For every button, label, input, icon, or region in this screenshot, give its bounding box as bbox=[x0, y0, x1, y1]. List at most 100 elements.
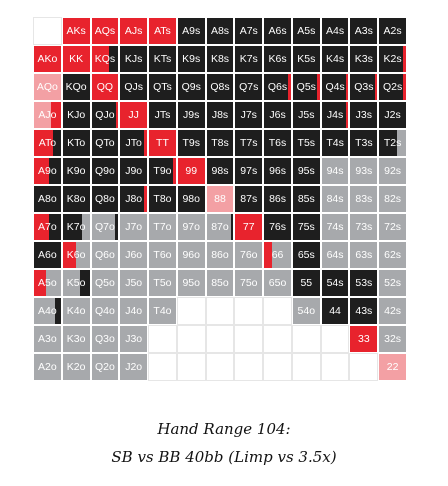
hand-label: J3s bbox=[355, 109, 372, 121]
hand-cell: KK bbox=[61, 45, 91, 73]
hand-label: ATo bbox=[38, 137, 57, 149]
hand-cell: AKo bbox=[33, 45, 62, 73]
hand-cell: QTs bbox=[148, 73, 177, 101]
hand-cell: T5o bbox=[148, 269, 177, 297]
hand-label: 86o bbox=[211, 249, 229, 261]
hand-cell: K9s bbox=[176, 45, 206, 73]
hand-cell: J2s bbox=[378, 101, 407, 129]
hand-cell: 98s bbox=[205, 157, 235, 185]
hand-label: 32s bbox=[384, 333, 402, 345]
hand-cell: KTs bbox=[148, 45, 177, 73]
hand-label: 65o bbox=[268, 277, 287, 289]
hand-label: T7o bbox=[153, 221, 172, 233]
hand-label: K9s bbox=[182, 53, 201, 65]
hand-label: A7o bbox=[38, 221, 57, 233]
hand-label: J5s bbox=[298, 109, 315, 121]
hand-cell: Q4s bbox=[320, 73, 350, 101]
hand-label: AJo bbox=[38, 109, 57, 121]
hand-cell: K4o bbox=[61, 297, 91, 325]
hand-label: Q4o bbox=[94, 305, 115, 317]
hand-label: 87o bbox=[211, 221, 229, 233]
hand-cell: JJ bbox=[119, 101, 149, 129]
hand-cell bbox=[148, 325, 177, 353]
hand-cell: A2o bbox=[33, 353, 62, 381]
hand-label: K6o bbox=[66, 249, 86, 261]
hand-label: A6o bbox=[38, 249, 57, 261]
hand-label: Q7s bbox=[239, 81, 259, 93]
hand-label: A5s bbox=[297, 25, 316, 37]
hand-cell: 96s bbox=[263, 157, 292, 185]
hand-cell: 73s bbox=[349, 213, 379, 241]
hand-cell bbox=[263, 325, 292, 353]
caption-subtitle: SB vs BB 40bb (Limp vs 3.5x) bbox=[111, 448, 337, 466]
hand-label: T3s bbox=[355, 137, 373, 149]
hand-label: 42s bbox=[384, 305, 402, 317]
hand-cell: Q7s bbox=[234, 73, 264, 101]
hand-label: 64s bbox=[326, 249, 344, 261]
hand-label: QJo bbox=[95, 109, 115, 121]
hand-label: Q6o bbox=[94, 249, 115, 261]
hand-label: 85s bbox=[297, 193, 315, 205]
hand-cell: 65s bbox=[291, 241, 321, 269]
hand-cell: J7o bbox=[119, 213, 149, 241]
hand-cell: JTo bbox=[119, 129, 149, 157]
hand-label: A9o bbox=[38, 165, 57, 177]
hand-label: K3s bbox=[354, 53, 373, 65]
hand-cell: A4o bbox=[33, 297, 62, 325]
hand-cell bbox=[320, 325, 350, 353]
hand-cell: 32s bbox=[378, 325, 407, 353]
hand-cell: 84s bbox=[320, 185, 350, 213]
hand-label: J7s bbox=[240, 109, 257, 121]
hand-label: KJo bbox=[67, 109, 86, 121]
hand-cell: J6o bbox=[119, 241, 149, 269]
hand-cell: Q7o bbox=[90, 213, 120, 241]
hand-cell bbox=[263, 353, 292, 381]
hand-cell-split bbox=[272, 242, 291, 268]
hand-label: J4s bbox=[326, 109, 344, 121]
hand-label: 76s bbox=[269, 221, 286, 233]
hand-cell: T8o bbox=[148, 185, 177, 213]
hand-cell-split bbox=[48, 214, 61, 240]
hand-cell: 54o bbox=[291, 297, 321, 325]
hand-cell: K4s bbox=[320, 45, 350, 73]
hand-cell-split bbox=[345, 74, 349, 100]
hand-label: 44 bbox=[329, 305, 341, 317]
hand-label: K5o bbox=[66, 277, 86, 289]
hand-label: 33 bbox=[357, 333, 370, 345]
hand-cell: AJo bbox=[33, 101, 62, 129]
hand-label: K2o bbox=[66, 361, 86, 373]
hand-cell: Q4o bbox=[90, 297, 120, 325]
hand-cell-split bbox=[317, 74, 320, 100]
hand-label: A3o bbox=[38, 333, 57, 345]
hand-cell: 65o bbox=[263, 269, 292, 297]
hand-cell: 93s bbox=[349, 157, 379, 185]
hand-label: J9s bbox=[183, 109, 200, 121]
hand-cell: K5o bbox=[61, 269, 91, 297]
hand-label: 98o bbox=[182, 193, 200, 205]
hand-cell: J2o bbox=[119, 353, 149, 381]
hand-cell-split bbox=[396, 130, 406, 156]
hand-cell: K3o bbox=[61, 325, 91, 353]
hand-cell: 99 bbox=[176, 157, 206, 185]
hand-label: 93s bbox=[355, 165, 373, 177]
hand-cell: Q5o bbox=[90, 269, 120, 297]
hand-label: 53s bbox=[355, 277, 373, 289]
hand-label: 85o bbox=[211, 277, 229, 289]
hand-cell: K2o bbox=[61, 353, 91, 381]
hand-label: 54o bbox=[297, 305, 316, 317]
hand-cell: A8s bbox=[205, 17, 235, 45]
caption-title: Hand Range 104: bbox=[157, 420, 291, 438]
hand-cell-split bbox=[115, 214, 119, 240]
hand-label: KQo bbox=[65, 81, 87, 93]
hand-cell: J7s bbox=[234, 101, 264, 129]
hand-label: K4s bbox=[326, 53, 345, 65]
hand-cell: 86s bbox=[263, 185, 292, 213]
hand-label: 43s bbox=[355, 305, 373, 317]
hand-cell: 87s bbox=[234, 185, 264, 213]
hand-cell: T6o bbox=[148, 241, 177, 269]
hand-label: 55 bbox=[300, 277, 313, 289]
hand-cell: K7s bbox=[234, 45, 264, 73]
hand-label: Q2o bbox=[94, 361, 115, 373]
hand-label: QTo bbox=[95, 137, 115, 149]
hand-cell bbox=[148, 353, 177, 381]
